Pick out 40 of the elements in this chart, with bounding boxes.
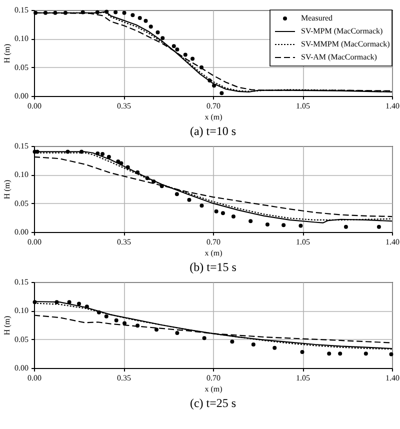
y-axis-title: H (m) <box>2 180 12 200</box>
x-tick-label: 0.70 <box>206 374 220 382</box>
x-tick-label: 1.05 <box>296 102 310 110</box>
x-axis-title: x (m) <box>204 112 223 122</box>
x-tick-label: 1.40 <box>386 102 400 110</box>
x-axis-title: x (m) <box>204 384 223 394</box>
x-tick-label: 1.40 <box>386 238 400 246</box>
legend-label: SV-AM (MacCormack) <box>301 52 378 62</box>
y-tick-label: 0.15 <box>14 142 28 150</box>
y-tick-label: 0.05 <box>14 198 28 208</box>
text: (c) t=25 s <box>190 396 236 410</box>
y-axis-title: H (m) <box>2 316 12 336</box>
x-tick-label: 0.70 <box>206 238 220 246</box>
x-tick-label: 0.00 <box>28 374 42 382</box>
y-tick-label: 0.00 <box>14 228 28 236</box>
y-tick-label: 0.10 <box>14 170 28 180</box>
y-axis-title: H (m) <box>2 44 12 64</box>
x-tick-label: 0.35 <box>117 238 131 246</box>
x-tick-label: 0.35 <box>117 102 131 110</box>
y-tick-label: 0.05 <box>14 62 28 72</box>
text: (b) t=15 s <box>190 260 237 274</box>
x-tick-label: 0.00 <box>28 102 42 110</box>
x-tick-label: 0.35 <box>117 374 131 382</box>
x-tick-label: 0.70 <box>206 102 220 110</box>
legend-label: SV-MPM (MacCormack) <box>301 26 384 36</box>
y-tick-label: 0.00 <box>14 364 28 372</box>
y-tick-label: 0.00 <box>14 92 28 100</box>
y-tick-label: 0.15 <box>14 278 28 286</box>
text: (a) t=10 s <box>190 124 236 138</box>
x-tick-label: 0.00 <box>28 238 42 246</box>
x-tick-label: 1.05 <box>296 238 310 246</box>
y-tick-label: 0.05 <box>14 334 28 344</box>
x-tick-label: 1.05 <box>296 374 310 382</box>
legend-label: SV-MMPM (MacCormack) <box>301 40 390 48</box>
legend-label: Measured <box>301 14 333 22</box>
y-tick-label: 0.15 <box>14 6 28 14</box>
y-tick-label: 0.10 <box>14 306 28 316</box>
x-tick-label: 1.40 <box>386 374 400 382</box>
x-axis-title: x (m) <box>204 248 223 258</box>
y-tick-label: 0.10 <box>14 34 28 44</box>
